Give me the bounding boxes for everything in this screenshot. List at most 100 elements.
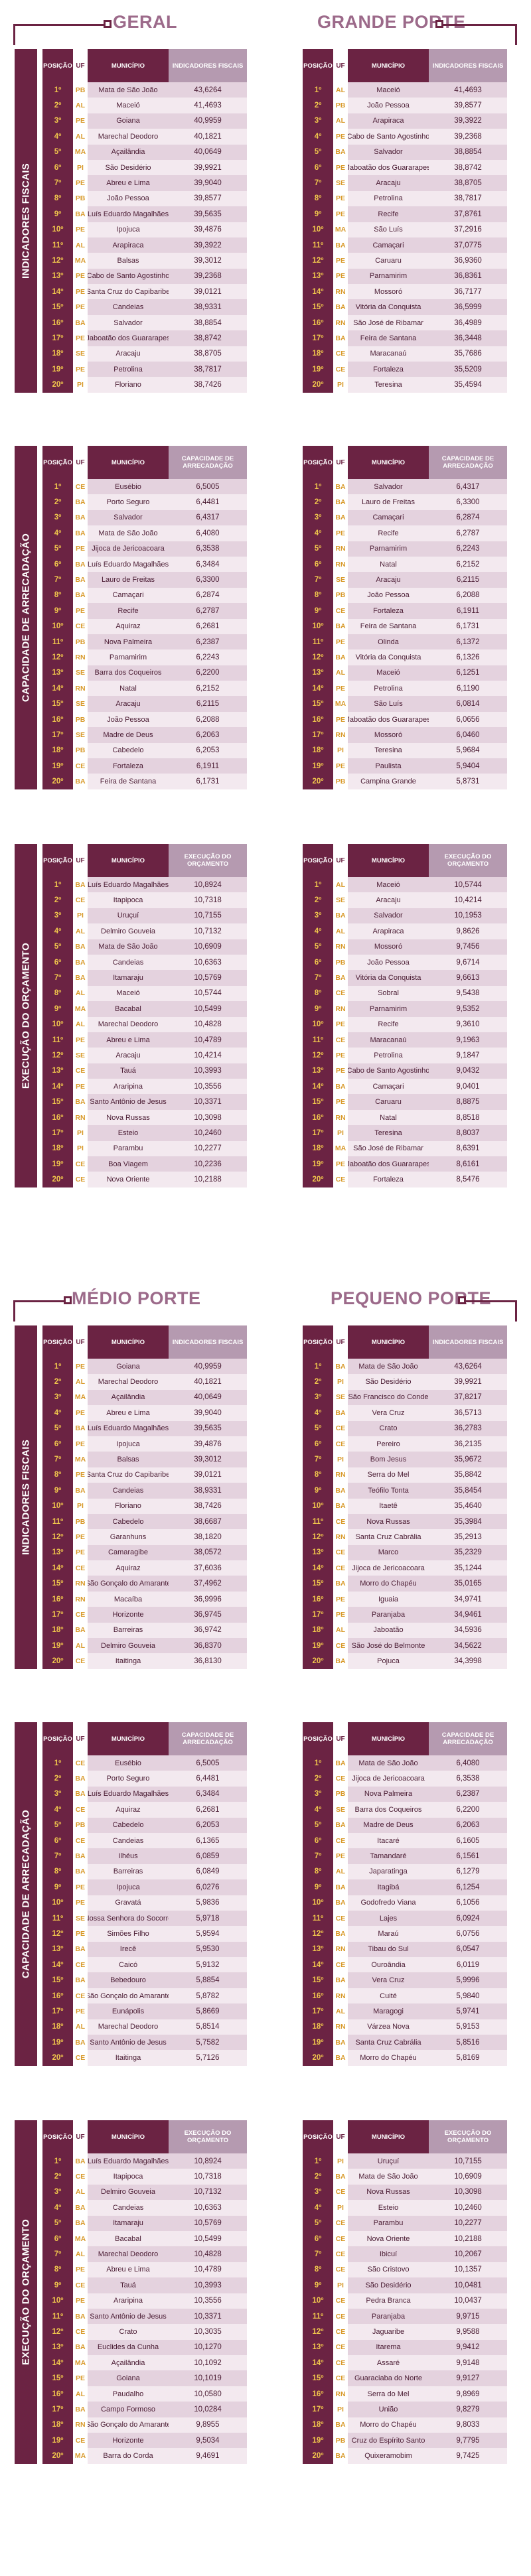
header-value: CAPACIDADE DE ARRECADAÇÃO xyxy=(429,1722,507,1755)
municipality-name: São Luís xyxy=(348,696,429,712)
state-code: BA xyxy=(333,1755,348,1771)
rank-position: 8º xyxy=(42,985,73,1002)
rank-position: 1º xyxy=(42,1755,73,1771)
indicator-value: 37,4962 xyxy=(169,1576,247,1592)
ranking-table-right: POSIÇÃO UF MUNICÍPIO CAPACIDADE DE ARRECADA… xyxy=(303,446,507,789)
municipality-name: Itamaraju xyxy=(88,2215,169,2231)
municipality-name: Jaboatão dos Guararapes xyxy=(348,1156,429,1172)
rank-position: 12º xyxy=(42,1048,73,1063)
table-row: 17º BA Campo Formoso 10,0284 xyxy=(42,2402,247,2417)
municipality-name: Cabo de Santo Agostinho xyxy=(348,1063,429,1079)
indicator-value: 8,6161 xyxy=(429,1156,507,1172)
rank-position: 13º xyxy=(303,665,333,681)
state-code: PB xyxy=(73,190,88,207)
table-row: 5º RN Parnamirim 6,2243 xyxy=(303,541,507,557)
rank-position: 11º xyxy=(303,1032,333,1048)
table-row: 9º PE Ipojuca 6,0276 xyxy=(42,1879,247,1895)
state-code: CE xyxy=(73,2433,88,2449)
state-code: BA xyxy=(333,1498,348,1514)
table-row: 5º BA Mata de São João 10,6909 xyxy=(42,939,247,955)
indicator-value: 9,6613 xyxy=(429,970,507,986)
table-row: 17º PI União 9,8279 xyxy=(303,2402,507,2417)
rank-position: 9º xyxy=(303,206,333,222)
state-code: PE xyxy=(73,2003,88,2019)
section-label-text: INDICADORES FISCAIS xyxy=(20,1439,32,1556)
state-code: CE xyxy=(333,362,348,377)
section-title-left: GERAL xyxy=(113,12,177,32)
municipality-name: Bebedouro xyxy=(88,1972,169,1988)
indicator-value: 10,6363 xyxy=(169,954,247,971)
indicator-value: 5,9132 xyxy=(169,1957,247,1973)
table-row: 3º PE Goiana 40,9959 xyxy=(42,113,247,129)
municipality-name: Floriano xyxy=(88,1498,169,1514)
table-row: 11º BA Santo Antônio de Jesus 10,3371 xyxy=(42,2308,247,2325)
table-row: 14º CE Aquiraz 37,6036 xyxy=(42,1560,247,1576)
municipality-name: Nova Russas xyxy=(348,1513,429,1530)
indicator-value: 35,2913 xyxy=(429,1529,507,1545)
rank-position: 8º xyxy=(303,2262,333,2278)
table-row: 7º BA Itamaraju 10,5769 xyxy=(42,970,247,986)
rank-position: 18º xyxy=(303,2019,333,2035)
rank-position: 5º xyxy=(42,2215,73,2231)
rank-position: 16º xyxy=(303,1988,333,2004)
table-row: 9º CE Fortaleza 6,1911 xyxy=(303,603,507,619)
municipality-name: Bacabal xyxy=(88,1001,169,1017)
rank-position: 16º xyxy=(42,314,73,331)
title-bracket-left xyxy=(13,24,106,26)
municipality-name: Irecê xyxy=(88,1941,169,1958)
table-row: 18º PB Cabedelo 6,2053 xyxy=(42,742,247,759)
indicator-value: 10,5744 xyxy=(169,985,247,1002)
table-row: 16º RN Serra do Mel 9,8969 xyxy=(303,2386,507,2402)
rank-position: 13º xyxy=(42,268,73,285)
state-code: CE xyxy=(333,1172,348,1187)
municipality-name: Petrolina xyxy=(348,1048,429,1063)
state-code: PE xyxy=(73,1895,88,1911)
state-code: CE xyxy=(333,1436,348,1452)
table-row: 20º PB Campina Grande 5,8731 xyxy=(303,774,507,789)
municipality-name: Luís Eduardo Magalhães xyxy=(88,1420,169,1436)
municipality-name: Itagibá xyxy=(348,1879,429,1895)
state-code: BA xyxy=(73,939,88,955)
rank-position: 9º xyxy=(42,1001,73,1017)
municipality-name: Cruz do Espírito Santo xyxy=(348,2433,429,2449)
municipality-name: São José de Ribamar xyxy=(348,314,429,331)
rank-position: 17º xyxy=(42,2003,73,2019)
state-code: CE xyxy=(333,603,348,619)
table-header: POSIÇÃO UF MUNICÍPIO INDICADORES FISCAIS xyxy=(303,1325,507,1359)
municipality-name: Balsas xyxy=(88,1452,169,1467)
table-row: 10º PE Gravatá 5,9836 xyxy=(42,1895,247,1911)
rank-position: 8º xyxy=(303,190,333,207)
table-header: POSIÇÃO UF MUNICÍPIO CAPACIDADE DE ARRECADA… xyxy=(42,1722,247,1755)
municipality-name: Recife xyxy=(348,525,429,541)
municipality-name: São Cristovo xyxy=(348,2262,429,2278)
indicator-value: 6,3300 xyxy=(169,572,247,588)
state-code: PE xyxy=(73,1879,88,1895)
rank-position: 12º xyxy=(303,2324,333,2340)
indicator-value: 10,1092 xyxy=(169,2355,247,2371)
rank-position: 5º xyxy=(303,2215,333,2231)
indicator-value: 36,9745 xyxy=(169,1607,247,1623)
table-row: 19º BA Santa Cruz Cabrália 5,8516 xyxy=(303,2035,507,2051)
municipality-name: Mata de São João xyxy=(348,1755,429,1771)
rank-position: 14º xyxy=(303,1560,333,1576)
indicator-value: 37,2916 xyxy=(429,222,507,237)
state-code: PE xyxy=(333,253,348,269)
state-code: AL xyxy=(73,1638,88,1654)
state-code: PI xyxy=(73,159,88,176)
rank-position: 1º xyxy=(303,1755,333,1771)
municipality-name: São José de Ribamar xyxy=(348,1140,429,1157)
municipality-name: Maceió xyxy=(88,98,169,113)
municipality-name: João Pessoa xyxy=(348,587,429,604)
table-row: 18º CE Maracanaú 35,7686 xyxy=(303,346,507,362)
state-code: MA xyxy=(73,253,88,269)
indicator-value: 10,2460 xyxy=(429,2200,507,2216)
rank-position: 14º xyxy=(303,1079,333,1095)
indicator-value: 35,8454 xyxy=(429,1483,507,1499)
municipality-name: Barra dos Coqueiros xyxy=(348,1802,429,1818)
indicator-value: 40,0649 xyxy=(169,144,247,160)
rank-position: 2º xyxy=(303,98,333,113)
indicator-value: 40,0649 xyxy=(169,1389,247,1406)
indicator-value: 10,7318 xyxy=(169,892,247,908)
state-code: CE xyxy=(333,2308,348,2325)
municipality-name: Candeias xyxy=(88,1483,169,1499)
